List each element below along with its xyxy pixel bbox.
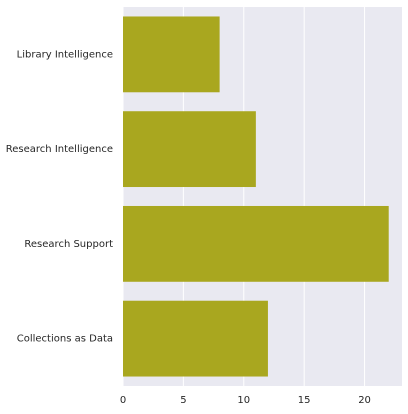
category-label: Research Intelligence — [6, 144, 113, 155]
x-tick-label: 5 — [180, 395, 186, 406]
x-tick-label: 15 — [298, 395, 311, 406]
category-label: Library Intelligence — [17, 49, 113, 60]
bar-library-intelligence — [123, 16, 220, 93]
y-axis-labels: Library Intelligence Research Intelligenc… — [6, 49, 113, 344]
bar-research-intelligence — [123, 111, 256, 188]
bars — [123, 16, 389, 377]
x-axis-ticks: 0 5 10 15 20 — [120, 395, 371, 406]
category-label: Research Support — [24, 239, 113, 250]
x-tick-label: 20 — [358, 395, 371, 406]
bar-research-support — [123, 205, 389, 282]
x-tick-label: 10 — [237, 395, 250, 406]
bar-collections-as-data — [123, 300, 268, 377]
x-tick-label: 0 — [120, 395, 126, 406]
category-label: Collections as Data — [17, 334, 113, 345]
